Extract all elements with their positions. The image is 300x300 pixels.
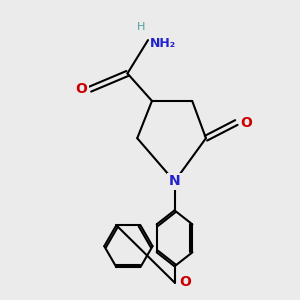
Text: NH: NH <box>149 37 170 50</box>
Text: O: O <box>75 82 87 96</box>
Text: H: H <box>136 22 145 32</box>
Text: O: O <box>179 275 191 290</box>
Text: N: N <box>169 174 180 188</box>
Text: NH₂: NH₂ <box>149 37 176 50</box>
Text: O: O <box>240 116 252 130</box>
